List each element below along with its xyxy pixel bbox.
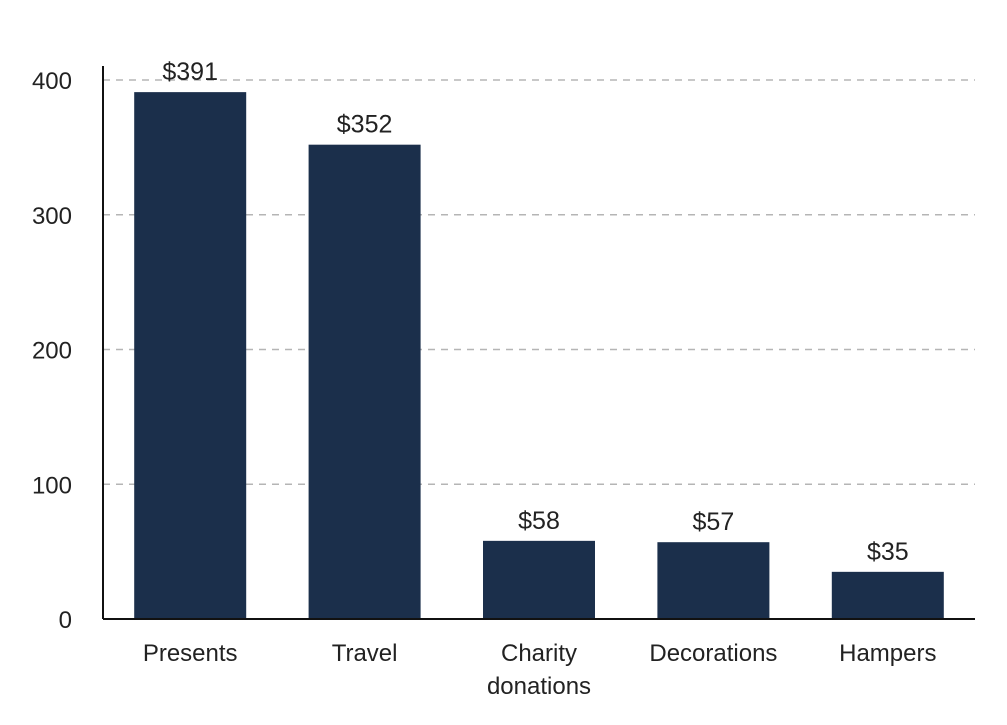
bar [308, 144, 421, 619]
x-tick-label: Charity donations [487, 640, 591, 700]
x-tick-label: Decorations [649, 640, 777, 667]
x-tick-label: Travel [332, 640, 398, 667]
y-tick-label: 200 [32, 338, 72, 365]
bar [483, 540, 595, 619]
x-tick-label: Presents [143, 640, 238, 667]
y-tick-label: 0 [59, 607, 72, 634]
y-tick-label: 400 [32, 68, 72, 95]
y-tick-label: 300 [32, 203, 72, 230]
axes [102, 66, 975, 620]
bars [134, 92, 944, 619]
labels: 0 100 200 300 400 $391 Presents $352 Travel $58 Ch… [32, 58, 937, 700]
data-label: $58 [518, 507, 560, 535]
bar [831, 571, 944, 619]
x-tick-label: Hampers [839, 640, 936, 667]
data-label: $352 [337, 111, 393, 139]
bar [657, 542, 770, 619]
data-label: $391 [162, 58, 218, 86]
grid-layer [103, 79, 975, 485]
bar [134, 92, 247, 619]
data-label: $35 [867, 538, 909, 566]
data-label: $57 [693, 508, 735, 536]
y-tick-label: 100 [32, 472, 72, 499]
